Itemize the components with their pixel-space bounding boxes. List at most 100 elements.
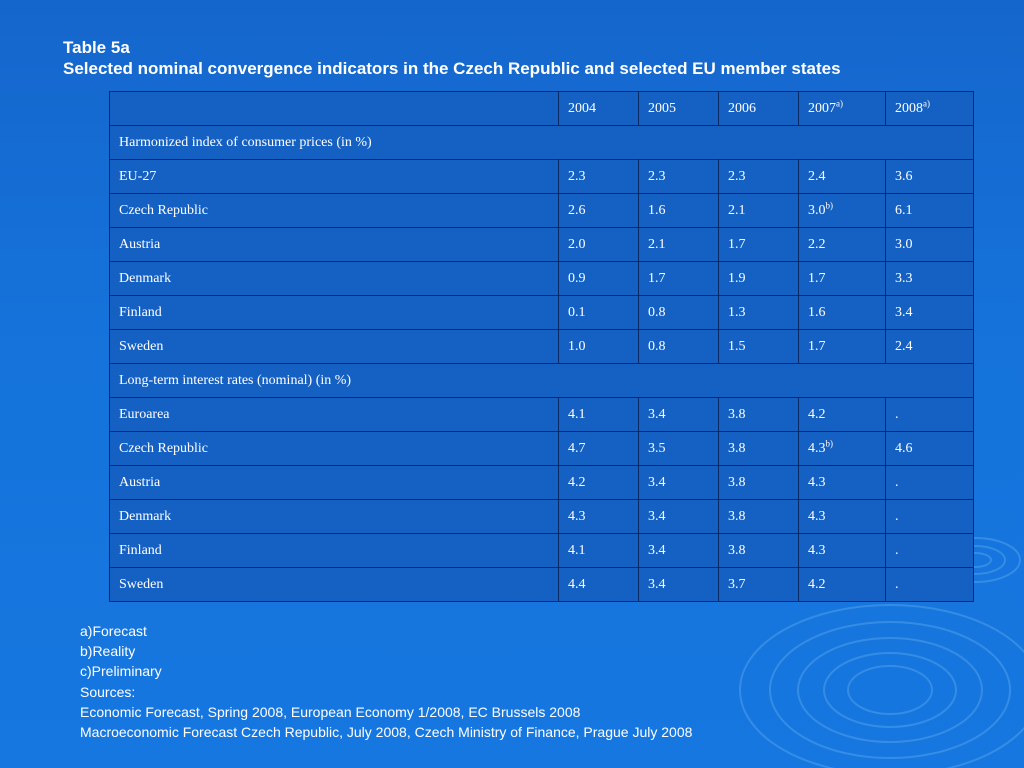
value-cell-text: 4.2 (808, 406, 826, 422)
value-cell: 4.2 (558, 465, 639, 500)
value-cell: 0.1 (558, 295, 639, 330)
value-cell-text: 3.8 (728, 542, 746, 558)
value-cell-text: 2.0 (568, 236, 586, 252)
year-header-cell-text: 2008 (895, 100, 923, 116)
country-label-cell-text: Sweden (119, 338, 164, 354)
value-cell: . (885, 465, 974, 500)
country-label-cell: Czech Republic (109, 431, 559, 466)
section-title-cell: Long-term interest rates (nominal) (in %… (109, 363, 974, 398)
value-cell-text: 4.3 (808, 508, 826, 524)
value-cell-text: . (895, 474, 899, 490)
value-cell: 1.6 (638, 193, 719, 228)
country-label-cell: Euroarea (109, 397, 559, 432)
value-cell: 3.4 (638, 499, 719, 534)
country-label-cell-text: Czech Republic (119, 440, 209, 456)
year-header-cell: 2007a) (798, 91, 886, 126)
value-cell-text: 4.3 (568, 508, 586, 524)
country-label-cell-text: Austria (119, 474, 161, 490)
convergence-table: 2004 2005 2006 2007a) 2008a) Harmonized index… (109, 91, 974, 602)
table-title: Selected nominal convergence indicators … (63, 59, 841, 78)
value-cell: 1.6 (798, 295, 886, 330)
value-cell-text: 0.1 (568, 304, 586, 320)
section-header-row: Harmonized index of consumer prices (in … (109, 125, 974, 160)
country-label-cell: Austria (109, 227, 559, 262)
country-label-cell: Denmark (109, 499, 559, 534)
value-cell: 1.7 (718, 227, 799, 262)
value-cell-text: 2.1 (648, 236, 666, 252)
value-cell: 2.3 (558, 159, 639, 194)
value-cell-text: 1.5 (728, 338, 746, 354)
footnote-line: a)Forecast (80, 623, 147, 639)
value-cell: 3.8 (718, 465, 799, 500)
value-cell-text: 2.3 (648, 168, 666, 184)
value-cell-text: . (895, 542, 899, 558)
year-header-cell-text: 2005 (648, 100, 676, 116)
value-cell: . (885, 397, 974, 432)
value-cell-text: 3.4 (648, 474, 666, 490)
year-header-cell-text: 2006 (728, 100, 756, 116)
value-cell: 3.4 (638, 567, 719, 602)
value-cell-text: 2.4 (895, 338, 913, 354)
value-cell: 3.4 (638, 465, 719, 500)
value-cell-text: 4.3 (808, 474, 826, 490)
value-cell-text: 3.4 (648, 406, 666, 422)
country-label-cell-text: Austria (119, 236, 161, 252)
table-row: Austria 4.2 3.4 3.8 4.3. (109, 465, 974, 500)
value-cell: 3.8 (718, 431, 799, 466)
footnote-line: Sources: (80, 683, 136, 700)
value-cell: 2.1 (718, 193, 799, 228)
value-cell-text: 2.4 (808, 168, 826, 184)
value-cell-text: 3.8 (728, 474, 746, 490)
table-row: Finland 4.1 3.4 3.8 4.3. (109, 533, 974, 568)
value-cell-text: 3.4 (648, 576, 666, 592)
value-cell: 1.0 (558, 329, 639, 364)
section-title-cell: Harmonized index of consumer prices (in … (109, 125, 974, 160)
year-header-cell: 2006 (718, 91, 799, 126)
value-cell: 3.5 (638, 431, 719, 466)
value-cell-text: 2.3 (568, 168, 586, 184)
value-cell: 4.1 (558, 533, 639, 568)
value-cell: 3.4 (638, 533, 719, 568)
value-cell: 3.4 (885, 295, 974, 330)
value-cell: 0.9 (558, 261, 639, 296)
value-cell-text: 4.4 (568, 576, 586, 592)
country-label-cell: Austria (109, 465, 559, 500)
value-cell-text: 3.4 (648, 542, 666, 558)
value-cell: . (885, 533, 974, 568)
value-cell: 2.4 (885, 329, 974, 364)
value-cell: 3.3 (885, 261, 974, 296)
value-cell-text: 2.6 (568, 202, 586, 218)
table-row: EU-27 2.3 2.3 2.3 2.4 3.6 (109, 159, 974, 194)
table-row: Denmark 4.3 3.4 3.8 4.3. (109, 499, 974, 534)
value-cell: 3.4 (638, 397, 719, 432)
year-header-cell-text: 2007 (808, 100, 836, 116)
value-cell-text: 0.8 (648, 338, 666, 354)
table-row: Euroarea 4.1 3.4 3.8 4.2. (109, 397, 974, 432)
value-cell-text: 3.7 (728, 576, 746, 592)
value-cell: 3.8 (718, 533, 799, 568)
value-cell: 3.8 (718, 397, 799, 432)
value-cell-text: 3.5 (648, 440, 666, 456)
value-cell-text: 4.1 (568, 542, 586, 558)
country-label-cell: Finland (109, 533, 559, 568)
value-cell-text: 1.7 (648, 270, 666, 286)
value-cell: 4.3 (798, 533, 886, 568)
country-label-cell-text: Finland (119, 304, 162, 320)
value-cell-text: 3.4 (895, 304, 913, 320)
value-cell: 3.8 (718, 499, 799, 534)
value-cell-text: 1.0 (568, 338, 586, 354)
value-cell: 1.7 (798, 261, 886, 296)
value-cell-text: 4.3 (808, 542, 826, 558)
value-cell: . (885, 567, 974, 602)
country-label-cell-text: Finland (119, 542, 162, 558)
value-cell: 2.3 (638, 159, 719, 194)
footnote-marker: b) (825, 199, 834, 210)
footnote-marker: b) (825, 437, 834, 448)
value-cell: 4.3 (558, 499, 639, 534)
country-label-cell: Finland (109, 295, 559, 330)
value-cell-text: 4.3 (808, 440, 826, 456)
value-cell: 4.3b) (798, 431, 886, 466)
year-header-cell: 2008a) (885, 91, 974, 126)
value-cell-text: . (895, 576, 899, 592)
value-cell-text: 2.1 (728, 202, 746, 218)
